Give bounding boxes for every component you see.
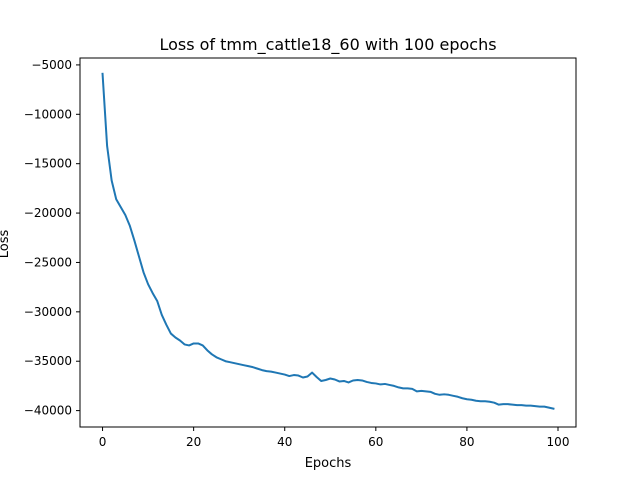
y-tick-label: −5000 [31,58,72,72]
x-axis-ticks: 0 20 40 60 80 100 [99,427,570,449]
y-axis-ticks: −40000 −35000 −30000 −25000 −20000 −15000 −100… [24,58,80,418]
x-tick-label: 60 [368,435,383,449]
y-tick-label: −40000 [24,404,72,418]
x-tick-label: 100 [547,435,570,449]
y-tick-label: −15000 [24,157,72,171]
x-tick-label: 20 [186,435,201,449]
x-tick-label: 0 [99,435,107,449]
y-tick-label: −25000 [24,255,72,269]
x-tick-label: 80 [459,435,474,449]
series-group [101,72,555,410]
y-tick-label: −30000 [24,305,72,319]
y-tick-label: −10000 [24,107,72,121]
y-axis-label: Loss [0,230,12,259]
x-axis-label: Epochs [305,456,352,471]
y-tick-label: −35000 [24,354,72,368]
plot-area-frame [79,57,577,428]
x-tick-label: 40 [277,435,292,449]
loss-series-line [101,72,555,410]
chart-title: Loss of tmm_cattle18_60 with 100 epochs [159,35,496,55]
y-tick-label: −20000 [24,206,72,220]
